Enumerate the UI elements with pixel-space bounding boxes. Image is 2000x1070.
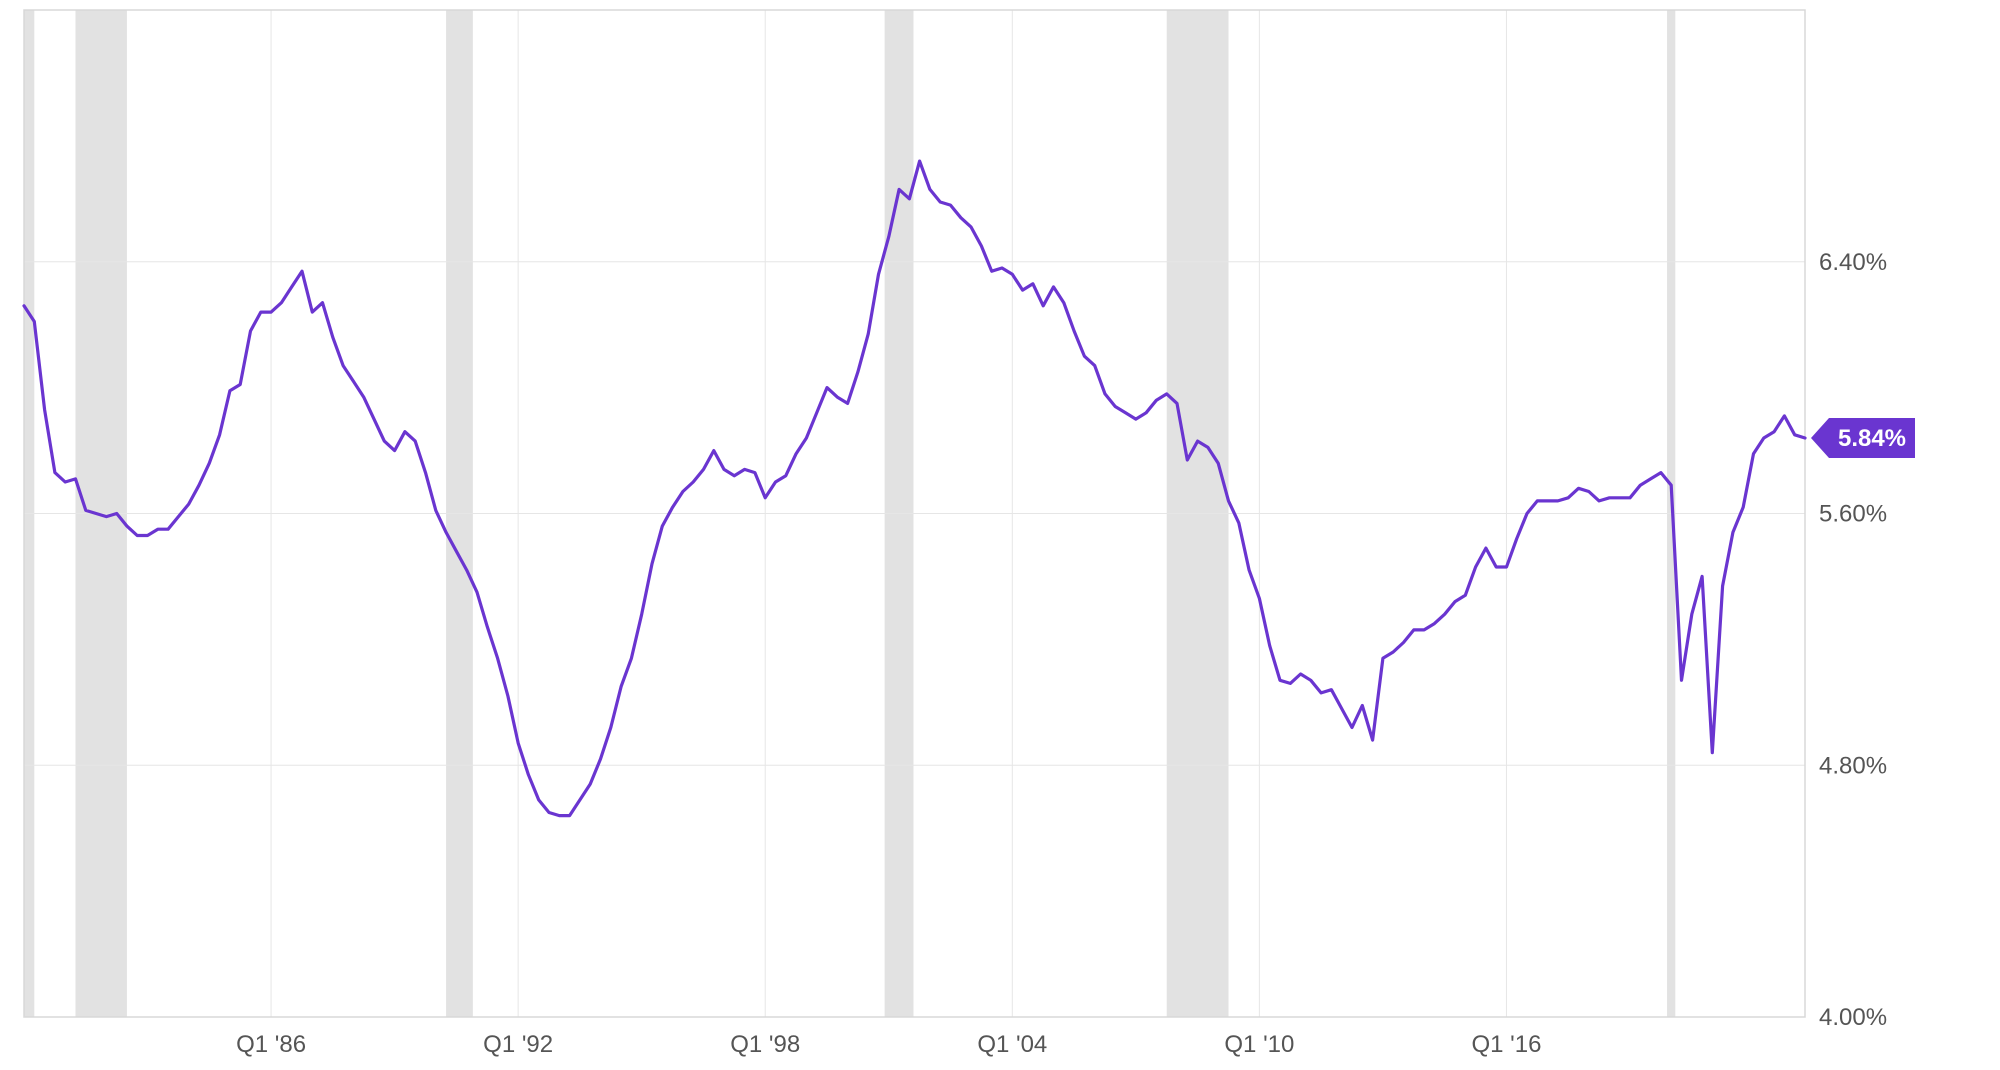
y-tick-label: 4.00% — [1819, 1004, 1887, 1031]
series-line-0 — [22, 159, 1807, 818]
x-tick-label: Q1 '04 — [977, 1031, 1047, 1058]
last-value-badge: 5.84% — [1811, 417, 1915, 458]
y-tick-label: 4.80% — [1819, 752, 1887, 779]
grid-lines — [24, 10, 1805, 1018]
x-tick-label: Q1 '86 — [236, 1031, 306, 1058]
x-tick-label: Q1 '98 — [730, 1031, 800, 1058]
last-value-badge-shape — [1811, 417, 1915, 458]
y-tick-label: 6.40% — [1819, 249, 1887, 276]
x-tick-label: Q1 '92 — [483, 1031, 553, 1058]
last-value-label: 5.84% — [1838, 425, 1906, 452]
x-axis-ticks: Q1 '86 Q1 '92 Q1 '98 Q1 '04 Q1 '10 Q1 '16 — [236, 1031, 1541, 1058]
plot-frame — [23, 9, 1806, 1018]
series-group — [22, 159, 1807, 818]
y-axis-ticks: 4.00% 4.80% 5.60% 6.40% — [1819, 249, 1887, 1031]
x-tick-label: Q1 '10 — [1224, 1031, 1294, 1058]
y-tick-label: 5.60% — [1819, 501, 1887, 528]
x-tick-label: Q1 '16 — [1471, 1031, 1541, 1058]
